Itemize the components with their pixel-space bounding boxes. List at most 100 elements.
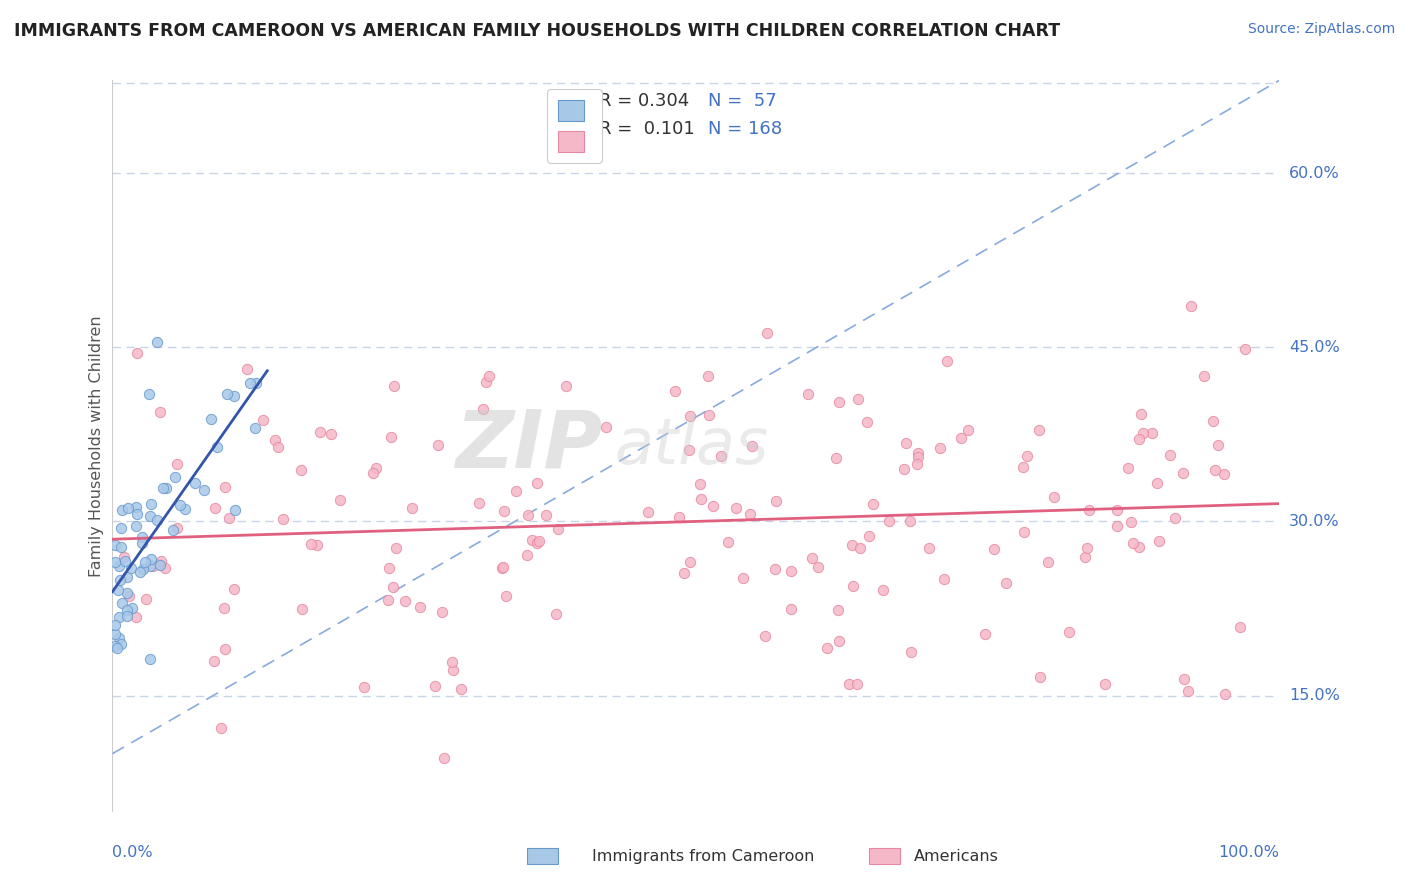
Point: [710, 449, 733, 463]
Point: [534, 508, 557, 522]
Point: [108, 574, 131, 588]
Point: [690, 491, 713, 506]
Point: [162, 523, 184, 537]
Point: [492, 560, 515, 574]
Point: [827, 602, 849, 616]
Point: [477, 369, 499, 384]
Point: [828, 634, 851, 648]
Point: [134, 555, 156, 569]
Point: [110, 540, 132, 554]
Point: [475, 376, 498, 390]
Text: Source: ZipAtlas.com: Source: ZipAtlas.com: [1247, 22, 1395, 37]
Point: [146, 513, 169, 527]
Point: [148, 558, 170, 572]
Point: [142, 559, 165, 574]
Point: [547, 522, 569, 536]
Point: [877, 514, 900, 528]
Point: [1128, 433, 1150, 447]
Point: [125, 610, 148, 624]
Point: [800, 551, 823, 566]
Point: [956, 423, 979, 437]
Point: [905, 457, 928, 471]
Text: Americans: Americans: [914, 849, 998, 863]
Point: [1122, 536, 1144, 550]
Point: [1076, 541, 1098, 555]
Point: [290, 463, 312, 477]
Point: [1180, 299, 1202, 313]
Point: [214, 642, 236, 657]
Point: [165, 469, 187, 483]
Text: R =  0.101: R = 0.101: [599, 120, 695, 137]
Point: [1015, 449, 1038, 463]
Point: [200, 411, 222, 425]
Point: [138, 387, 160, 401]
Point: [236, 362, 259, 376]
Point: [815, 640, 838, 655]
Point: [779, 601, 801, 615]
Point: [135, 591, 157, 606]
Point: [110, 521, 132, 535]
Point: [668, 510, 690, 524]
Point: [898, 514, 921, 528]
Point: [239, 376, 262, 390]
Point: [263, 434, 285, 448]
Point: [1202, 414, 1225, 428]
Point: [115, 608, 138, 623]
Point: [117, 585, 139, 599]
Point: [139, 551, 162, 566]
Point: [934, 572, 956, 586]
Point: [118, 589, 141, 603]
Point: [858, 529, 880, 543]
Y-axis label: Family Households with Children: Family Households with Children: [89, 315, 104, 577]
Point: [849, 541, 872, 556]
Point: [807, 559, 830, 574]
Point: [127, 507, 149, 521]
Point: [193, 483, 215, 497]
Point: [222, 389, 245, 403]
Point: [433, 751, 456, 765]
Point: [112, 550, 135, 565]
Point: [1146, 476, 1168, 491]
Point: [108, 631, 131, 645]
Point: [214, 480, 236, 494]
Point: [689, 477, 711, 491]
Point: [153, 560, 176, 574]
Text: ZIP: ZIP: [456, 407, 603, 485]
Point: [120, 561, 142, 575]
Point: [1012, 524, 1035, 539]
Point: [107, 582, 129, 597]
Text: 30.0%: 30.0%: [1289, 514, 1340, 529]
Point: [409, 599, 432, 614]
Point: [929, 441, 952, 455]
Point: [205, 440, 228, 454]
Point: [862, 497, 884, 511]
Point: [252, 413, 274, 427]
Point: [1173, 466, 1195, 480]
Point: [385, 541, 408, 555]
Point: [183, 475, 205, 490]
Point: [900, 645, 922, 659]
Point: [329, 493, 352, 508]
Point: [724, 501, 747, 516]
Point: [267, 440, 290, 454]
Point: [138, 652, 160, 666]
Point: [426, 437, 449, 451]
Point: [1077, 503, 1099, 517]
Point: [222, 582, 245, 596]
Point: [432, 605, 454, 619]
Point: [994, 576, 1017, 591]
Point: [1132, 425, 1154, 440]
Point: [204, 500, 226, 515]
Point: [907, 450, 929, 464]
Point: [825, 451, 848, 466]
Point: [468, 496, 491, 510]
Text: Immigrants from Cameroon: Immigrants from Cameroon: [592, 849, 814, 863]
Point: [529, 534, 551, 549]
Point: [117, 501, 139, 516]
Point: [738, 507, 761, 521]
Point: [1140, 425, 1163, 440]
Text: 0.0%: 0.0%: [112, 845, 153, 860]
Point: [872, 582, 894, 597]
Point: [697, 408, 720, 422]
Point: [319, 427, 342, 442]
